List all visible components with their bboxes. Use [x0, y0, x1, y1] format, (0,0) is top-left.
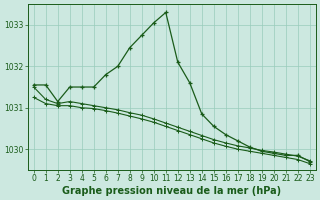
X-axis label: Graphe pression niveau de la mer (hPa): Graphe pression niveau de la mer (hPa) — [62, 186, 281, 196]
